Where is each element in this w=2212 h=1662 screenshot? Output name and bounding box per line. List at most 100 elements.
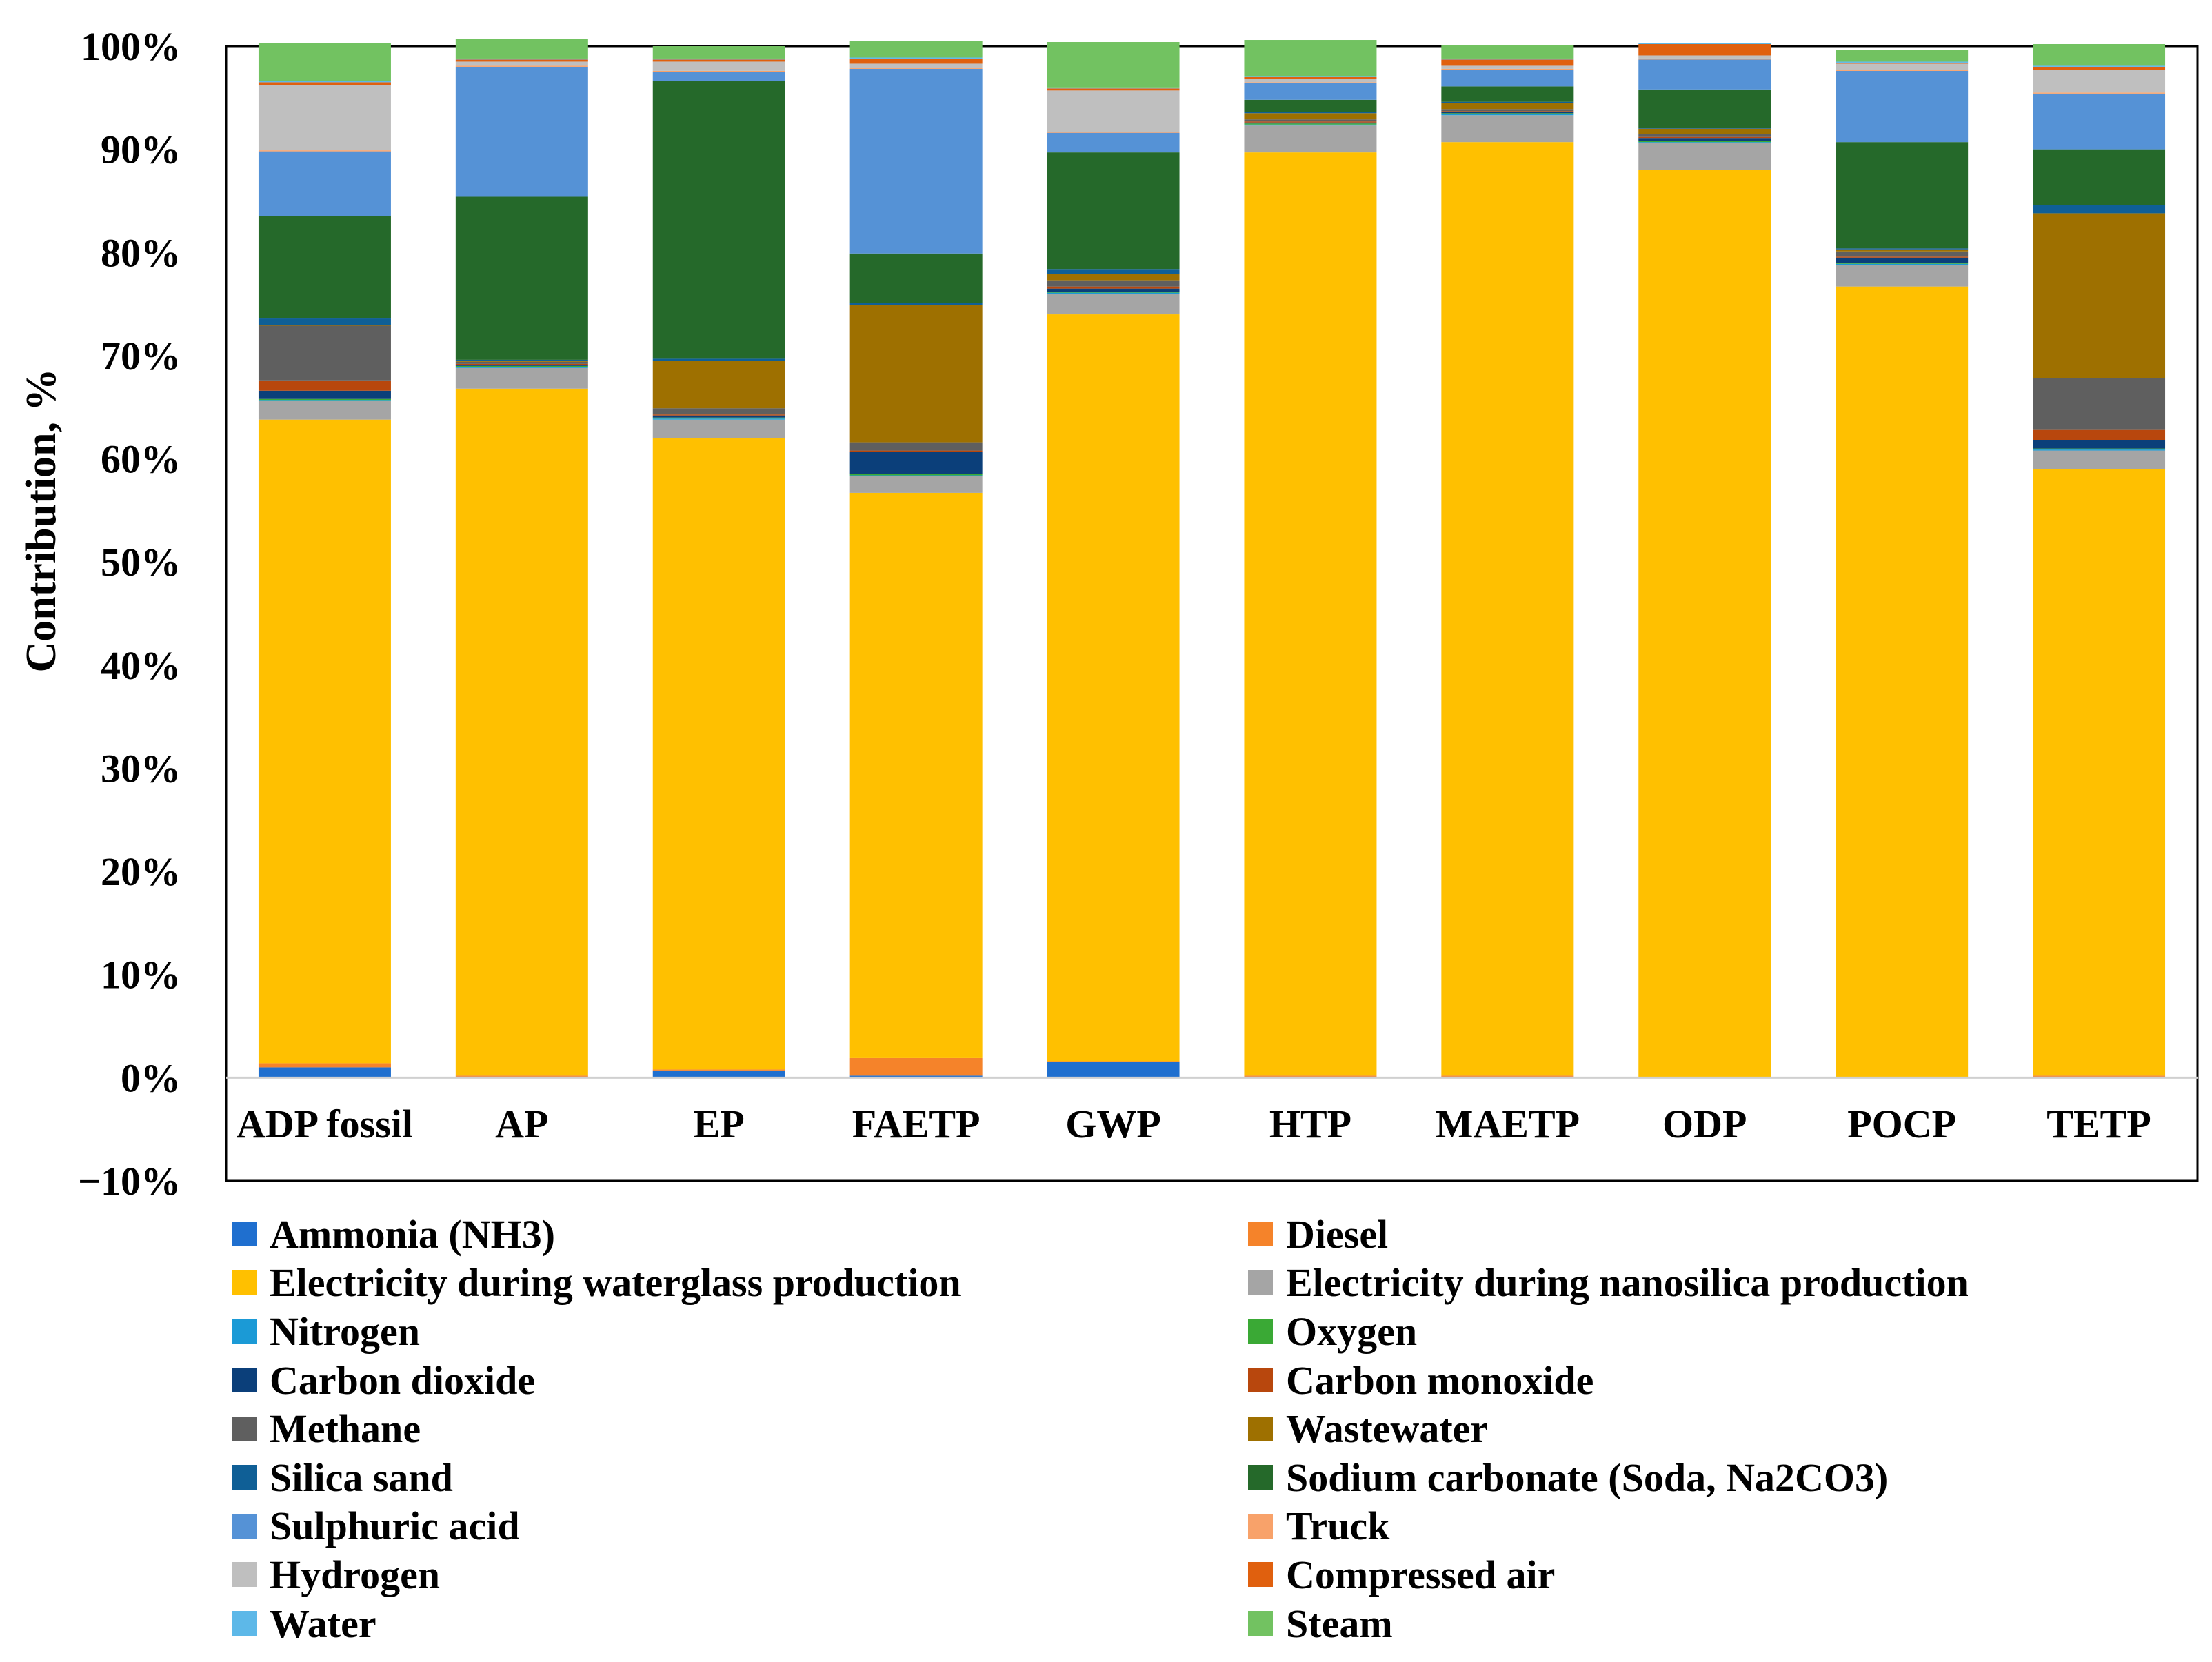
bar-segment [1836,265,1969,287]
y-tick-label: 100% [81,24,181,69]
bar-segment [652,361,785,409]
x-category-label: HTP [1269,1102,1351,1146]
legend-swatch [1248,1270,1273,1295]
bar-segment [455,61,588,66]
bar-segment [849,303,983,305]
bar-segment [1836,61,1969,63]
bar-segment [1441,59,1574,66]
legend-label: Water [270,1601,376,1646]
legend-item: Electricity during nanosilica production [1248,1259,2197,1308]
legend-item: Sodium carbonate (Soda, Na2CO3) [1248,1453,2197,1502]
legend-swatch [232,1611,257,1636]
bar-segment [1244,1075,1377,1077]
legend-label: Electricity during nanosilica production [1286,1260,1969,1306]
legend: Ammonia (NH3) Diesel Electricity during wa… [232,1210,2197,1651]
x-category-label: ADP fossil [237,1102,413,1146]
bar-segment [455,1075,588,1077]
bar-segment [455,59,588,62]
bar-segment [849,475,983,476]
bar-segment [258,82,391,85]
bar-segment [1244,99,1377,112]
bar-segment [652,72,785,81]
legend-item: Steam [1248,1599,2197,1648]
bar-segment [2033,93,2166,150]
bar-segment [1638,59,1771,90]
legend-item: Wastewater [1248,1404,2197,1453]
bar-segment [1047,132,1180,153]
bar-segment [1441,113,1574,114]
bar-segment [2033,378,2166,430]
x-category-label: GWP [1065,1102,1161,1146]
bar-segment [1638,128,1771,134]
bar-segment [1244,83,1377,100]
bar-segment [455,361,588,364]
legend-label: Carbon monoxide [1286,1357,1594,1403]
bar-segment [1047,90,1180,132]
bar-segment [1244,119,1377,122]
bar-segment [1441,65,1574,69]
bar-segment [1638,138,1771,141]
bar-segment [258,318,391,325]
bar-segment [1244,152,1377,1076]
legend-swatch [1248,1222,1273,1247]
bar-segment [652,59,785,62]
bar-segment [1836,257,1969,263]
bar-segment [258,1067,391,1078]
bar-segment [1638,136,1771,139]
bar-segment [1047,88,1180,91]
bar-segment [849,474,983,476]
bar-segment [652,415,785,418]
bar-segment [1047,42,1180,88]
y-tick-label: 60% [101,437,181,482]
bar-segment [1047,269,1180,274]
bar-segment [258,85,391,151]
legend-label: Carbon dioxide [270,1357,536,1403]
x-axis-labels: ADP fossil AP EP FAETP GWP HTP MAETP ODP POCP TET… [237,1102,2151,1146]
bar-segment [1836,251,1969,257]
legend-item: Carbon monoxide [1248,1356,2197,1405]
bar-segment [652,419,785,438]
legend-item: Hydrogen [232,1550,1248,1599]
bar-segment [258,325,391,381]
legend-item: Silica sand [232,1453,1248,1502]
legend-item: Sulphuric acid [232,1502,1248,1551]
x-category-label: POCP [1847,1102,1956,1146]
bar-segment [2033,205,2166,214]
x-category-label: MAETP [1436,1102,1580,1146]
bar-segment [2033,1075,2166,1077]
bar-segment [652,61,785,71]
x-category-label: AP [495,1102,548,1146]
legend-label: Oxygen [1286,1308,1418,1354]
bar-segment [849,1057,983,1076]
bar-segment [849,58,983,64]
bar-segment [1638,55,1771,59]
bar-segment [1836,249,1969,252]
bar-segment [652,414,785,416]
bar-segment [849,476,983,493]
bar-segment [1047,1062,1180,1078]
bar-segment [455,388,588,1076]
bar-segment [1441,114,1574,116]
bar-segment [2033,469,2166,1076]
bar-segment [2033,65,2166,67]
bar-segment [1244,79,1377,83]
bar-segment [258,1063,391,1068]
legend-swatch [232,1465,257,1490]
legend-item: Carbon dioxide [232,1356,1248,1405]
x-category-label: FAETP [852,1102,981,1146]
legend-swatch [232,1416,257,1441]
bar-segment [1836,50,1969,62]
legend-swatch [1248,1513,1273,1539]
bar-segment [652,418,785,420]
legend-label: Diesel [1286,1211,1389,1257]
y-tick-label: 90% [101,128,181,172]
y-tick-label: −10% [78,1159,181,1199]
bar-segment [2033,449,2166,451]
bar-segment [2033,44,2166,66]
bar-segment [1244,40,1377,77]
bar-segment [1244,82,1377,83]
bar-segment [652,1069,785,1071]
legend-item: Electricity during waterglass production [232,1259,1248,1308]
legend-swatch [232,1562,257,1588]
bar-segment [1244,77,1377,79]
